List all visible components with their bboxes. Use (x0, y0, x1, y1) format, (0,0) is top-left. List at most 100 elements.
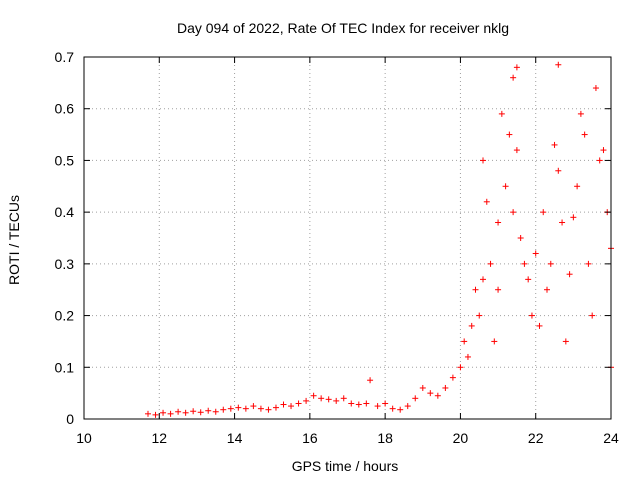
data-point (547, 260, 554, 267)
data-point (434, 392, 441, 399)
data-point (288, 403, 295, 410)
y-tick-label: 0.2 (55, 308, 75, 324)
data-point (517, 235, 524, 241)
data-point (476, 312, 483, 319)
data-point (367, 377, 374, 384)
data-point (457, 364, 464, 371)
x-tick-label: 24 (603, 430, 619, 446)
data-point (491, 338, 498, 345)
data-point (555, 167, 562, 174)
data-point (487, 260, 494, 267)
data-point (585, 260, 592, 267)
grid-lines (84, 57, 611, 419)
data-point (389, 405, 396, 412)
x-tick-label: 20 (453, 430, 469, 446)
data-point (190, 408, 197, 415)
y-tick-label: 0.7 (55, 49, 75, 65)
data-point (197, 409, 204, 416)
data-point (340, 395, 347, 402)
data-point (227, 405, 234, 412)
y-tick-label: 0.5 (55, 152, 75, 168)
data-point (562, 338, 569, 345)
plot-frame (83, 56, 612, 420)
data-point (589, 312, 596, 319)
data-point (495, 219, 502, 226)
data-point (577, 110, 584, 117)
data-point (280, 401, 287, 408)
data-point (464, 353, 471, 360)
data-point (412, 395, 419, 402)
data-point (374, 403, 381, 410)
data-point (182, 409, 189, 416)
data-point (235, 404, 242, 411)
data-point (355, 401, 362, 408)
data-point (325, 396, 332, 403)
data-point (144, 410, 151, 417)
data-point (468, 322, 475, 329)
data-point (382, 400, 389, 407)
y-axis-label: ROTI / TECUs (6, 195, 22, 285)
data-point (257, 405, 264, 412)
data-point (570, 214, 577, 221)
data-point (513, 147, 520, 154)
data-point (536, 322, 543, 329)
x-tick-label: 10 (76, 430, 92, 446)
x-tick-label: 12 (151, 430, 167, 446)
data-point (152, 411, 159, 418)
data-point (348, 400, 355, 407)
data-point (442, 384, 449, 391)
data-point (483, 198, 490, 205)
y-tick-label: 0.3 (55, 256, 75, 272)
data-point (581, 131, 588, 138)
data-point (510, 74, 517, 81)
data-point (220, 406, 227, 413)
data-point (559, 219, 566, 226)
data-point (461, 338, 468, 345)
data-point (242, 405, 249, 412)
data-point (574, 183, 581, 190)
data-point (205, 407, 212, 414)
axis-ticks: 10 12 14 16 18 20 22 24 0 0.1 0.2 0.3 0.4 0.5 0.6 0.7 (55, 49, 619, 446)
data-point (333, 397, 340, 404)
x-tick-label: 22 (528, 430, 544, 446)
y-tick-label: 0.6 (55, 101, 75, 117)
data-point (272, 404, 279, 411)
data-point (525, 276, 532, 283)
y-tick-label: 0.4 (55, 204, 75, 220)
data-point (596, 157, 603, 164)
x-tick-label: 16 (302, 430, 318, 446)
y-tick-label: 0.1 (55, 359, 75, 375)
x-axis-label: GPS time / hours (292, 458, 399, 474)
data-point (592, 85, 599, 92)
data-point (506, 131, 513, 138)
data-point (303, 397, 310, 404)
data-point (480, 157, 487, 164)
data-point (472, 286, 479, 293)
data-point (419, 384, 426, 391)
data-point (510, 209, 517, 216)
data-point (295, 400, 302, 407)
data-points (144, 61, 614, 418)
data-point (160, 409, 167, 416)
data-point (318, 395, 325, 402)
data-point (404, 403, 411, 410)
data-point (521, 260, 528, 267)
y-tick-label: 0 (66, 411, 74, 427)
data-point (498, 110, 505, 117)
data-point (250, 403, 257, 410)
data-point (310, 392, 317, 399)
data-point (513, 64, 520, 71)
data-point (167, 410, 174, 417)
data-point (265, 406, 272, 413)
data-point (502, 183, 509, 190)
data-point (551, 141, 558, 148)
data-point (449, 374, 456, 381)
data-point (528, 312, 535, 319)
chart-title: Day 094 of 2022, Rate Of TEC Index for r… (177, 20, 509, 36)
data-point (480, 276, 487, 283)
data-point (540, 209, 547, 216)
data-point (566, 271, 573, 278)
data-point (175, 408, 182, 415)
data-point (212, 408, 219, 415)
